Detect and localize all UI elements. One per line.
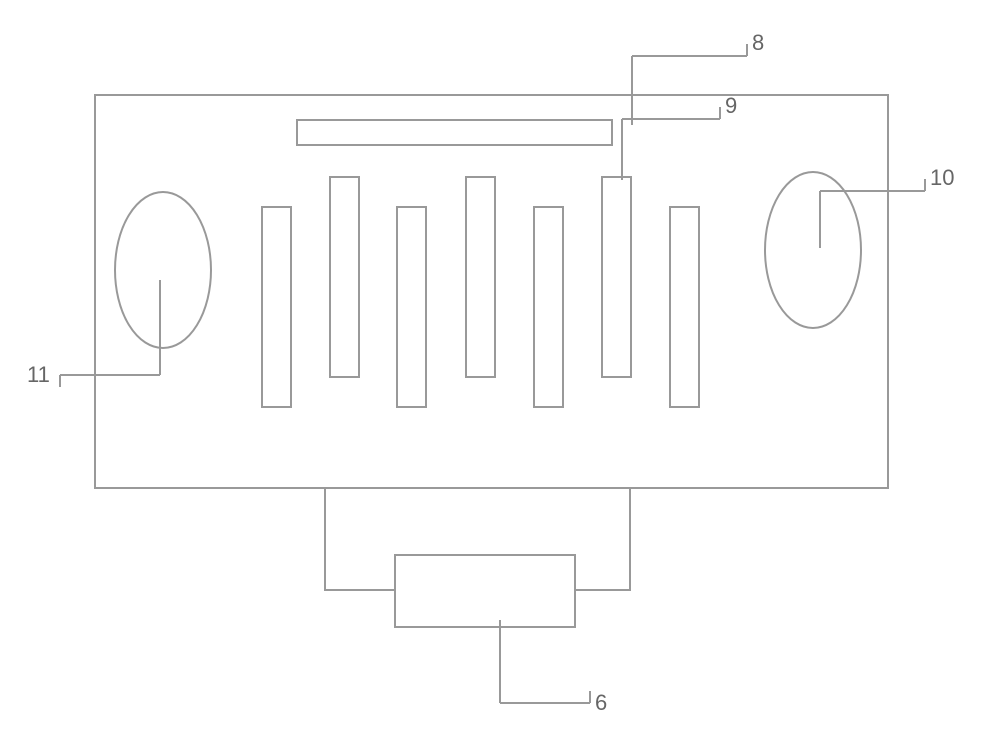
vertical-bar [534,207,563,407]
vertical-bar [262,207,291,407]
vertical-bar [466,177,495,377]
left-ellipse [115,192,211,348]
main-rect [95,95,888,488]
top-bar [297,120,612,145]
wire-right [575,488,630,590]
bottom-block [395,555,575,627]
vertical-bar [602,177,631,377]
callout-9-label: 9 [725,93,737,118]
callout-8-label: 8 [752,30,764,55]
callout-11: 11 [27,280,160,387]
callout-9: 9 [622,93,737,180]
callout-10-label: 10 [930,165,954,190]
vertical-bar [397,207,426,407]
vertical-bar [330,177,359,377]
right-ellipse [765,172,861,328]
vertical-bar [670,207,699,407]
callout-6-label: 6 [595,690,607,715]
vertical-bars [262,177,699,407]
wire-left [325,488,395,590]
callout-11-label: 11 [27,362,50,387]
callout-6: 6 [500,620,607,715]
callout-8: 8 [632,30,764,125]
